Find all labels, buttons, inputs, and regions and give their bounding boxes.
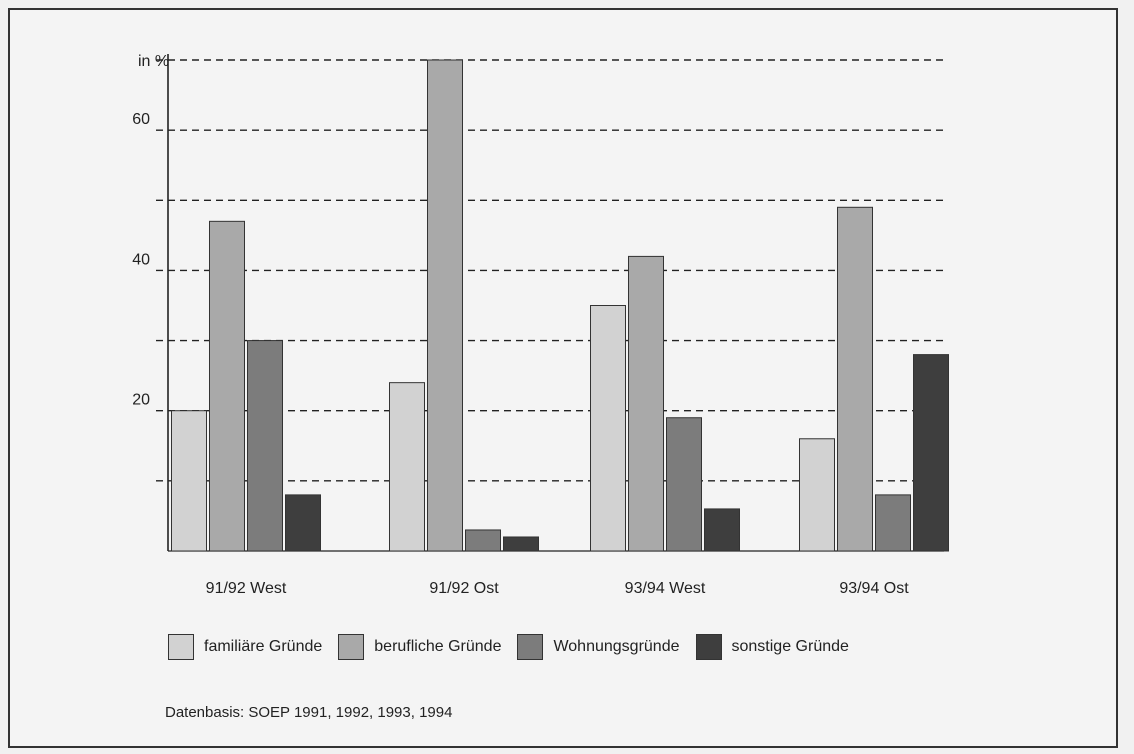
bar [209,220,245,552]
legend-item-familiare: familiäre Gründe [168,634,322,660]
y-tick-label: 60 [132,111,150,128]
bar [389,382,425,552]
bar [171,410,207,552]
bar [666,417,702,552]
x-category-label: 91/92 Ost [429,580,499,597]
bar [503,536,539,552]
legend-item-wohnungsgruende: Wohnungsgründe [517,634,680,660]
y-tick-label: 40 [132,251,150,268]
legend: familiäre Gründe berufliche Gründe Wohnu… [168,630,849,664]
bar [427,59,463,552]
bar [875,494,911,552]
bar [913,354,949,552]
y-tick-label: 20 [132,392,150,409]
x-category-label: 93/94 Ost [839,580,909,597]
bar [837,206,873,552]
bar [590,305,626,552]
bar [799,438,835,552]
legend-swatch [168,634,194,660]
legend-item-berufliche: berufliche Gründe [338,634,501,660]
bar [465,529,501,552]
legend-label: berufliche Gründe [374,638,502,655]
x-category-label: 91/92 West [206,580,287,597]
legend-label: familiäre Gründe [204,638,323,655]
figure-frame: 20 40 60 in % 91/92 West 91/92 Ost 93/94 West 9… [8,8,1118,748]
legend-swatch [695,634,722,660]
data-source-note: Datenbasis: SOEP 1991, 1992, 1993, 1994 [165,704,453,721]
y-axis-unit-label: in % [138,53,169,70]
bar [247,340,283,552]
legend-label: sonstige Gründe [731,638,849,655]
legend-item-sonstige: sonstige Gründe [695,634,849,660]
bar [628,255,664,552]
legend-swatch [517,634,544,660]
legend-label: Wohnungsgründe [553,638,680,655]
bar-chart: 20 40 60 in % 91/92 West 91/92 Ost 93/94 West 9… [132,53,949,597]
bar [704,508,740,552]
bar [285,494,321,552]
x-category-label: 93/94 West [625,580,706,597]
legend-swatch [338,634,365,660]
